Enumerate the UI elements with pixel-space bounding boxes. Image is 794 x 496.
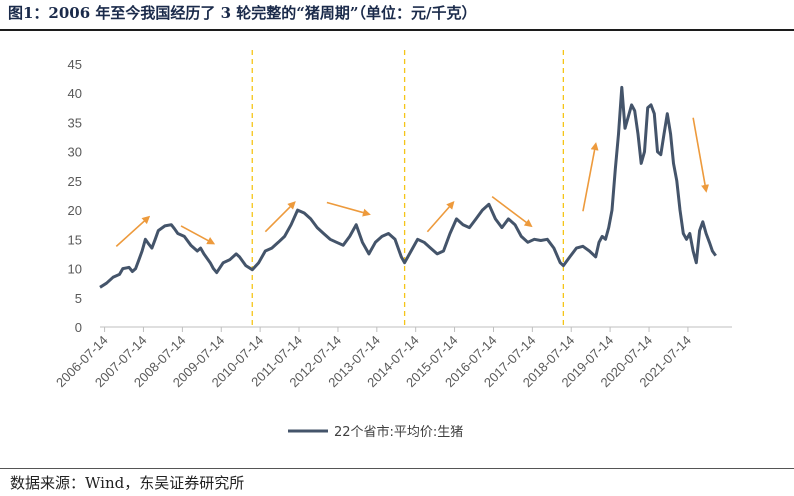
trend-arrows	[115, 117, 710, 247]
trend-arrow	[426, 201, 455, 233]
title-rule	[0, 29, 794, 31]
trend-arrow	[180, 225, 216, 245]
y-tick-label: 5	[75, 291, 82, 306]
trend-arrow	[115, 215, 151, 247]
trend-arrow	[692, 117, 710, 193]
trend-arrow	[491, 196, 533, 228]
price-line-chart: 0 5 10 15 20 25 30 35 40 45 2006-07-142007-07-142…	[53, 50, 732, 440]
y-tick-label: 20	[68, 203, 82, 218]
y-tick-label: 30	[68, 145, 82, 160]
source-note: 数据来源：Wind，东吴证券研究所	[10, 474, 245, 492]
y-tick-label: 35	[68, 115, 82, 130]
legend: 22个省市:平均价:生猪	[288, 424, 463, 440]
trend-arrow	[326, 201, 371, 217]
y-tick-label: 10	[68, 262, 82, 277]
y-tick-label: 0	[75, 320, 82, 335]
y-tick-label: 40	[68, 86, 82, 101]
y-axis: 0 5 10 15 20 25 30 35 40 45	[68, 57, 82, 335]
x-axis: 2006-07-142007-07-142008-07-142009-07-14…	[53, 327, 694, 390]
source-rule	[0, 468, 794, 469]
legend-label: 22个省市:平均价:生猪	[334, 424, 463, 440]
trend-arrow	[582, 142, 599, 212]
y-tick-label: 15	[68, 232, 82, 247]
y-tick-label: 25	[68, 174, 82, 189]
series-line-hog-price	[99, 85, 717, 289]
cycle-dividers	[251, 50, 565, 327]
figure-title: 图1：2006 年至今我国经历了 3 轮完整的“猪周期”（单位：元/千克）	[8, 4, 477, 22]
trend-arrow	[264, 201, 296, 233]
y-tick-label: 45	[68, 57, 82, 72]
